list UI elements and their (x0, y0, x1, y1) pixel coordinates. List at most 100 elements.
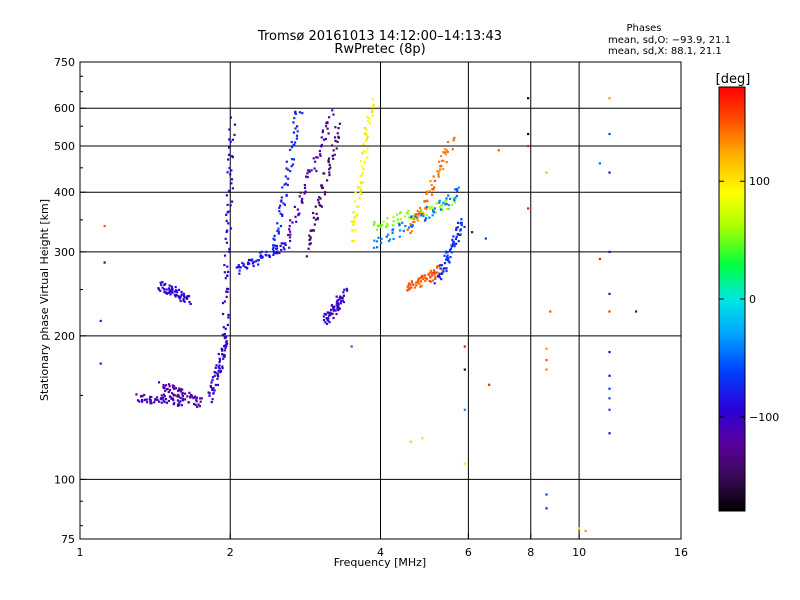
data-point (171, 397, 175, 400)
data-point (317, 201, 320, 204)
data-point (315, 156, 318, 159)
data-point (301, 197, 304, 201)
x-tick-label: 2 (227, 546, 234, 559)
data-point (366, 147, 369, 150)
data-point (169, 290, 173, 293)
data-point (292, 143, 295, 146)
data-point (377, 236, 380, 239)
data-point (327, 316, 330, 320)
data-point (322, 315, 325, 318)
data-point (335, 312, 338, 316)
data-point (362, 168, 365, 171)
data-point (194, 403, 197, 407)
data-point (309, 238, 312, 241)
data-point (229, 204, 232, 207)
data-point (608, 132, 611, 136)
data-point (454, 196, 457, 199)
data-point (311, 229, 314, 232)
data-point (308, 234, 311, 237)
data-point (247, 258, 251, 262)
data-point (174, 285, 177, 289)
data-point (258, 251, 262, 254)
data-point (293, 141, 297, 144)
data-point (179, 400, 182, 403)
data-point (456, 232, 459, 236)
data-point (309, 242, 312, 245)
data-point (316, 156, 319, 159)
data-point (410, 225, 414, 228)
data-point (445, 267, 448, 270)
data-point (440, 268, 444, 271)
data-point (284, 243, 287, 247)
data-point (318, 203, 321, 206)
data-point (328, 163, 331, 166)
data-point (446, 140, 450, 144)
data-point (153, 401, 156, 404)
data-point (416, 216, 419, 219)
data-point (421, 277, 424, 280)
data-point (317, 198, 320, 201)
data-point (227, 153, 231, 156)
data-point (177, 393, 180, 396)
data-point (179, 295, 182, 298)
data-point (433, 207, 437, 210)
data-point (154, 397, 157, 401)
data-point (193, 395, 197, 398)
data-point (291, 221, 294, 224)
data-point (440, 264, 443, 267)
data-point (179, 390, 183, 393)
data-point (217, 369, 220, 373)
data-point (329, 311, 332, 314)
data-point (361, 152, 364, 155)
data-point (180, 290, 183, 294)
data-point (392, 215, 395, 219)
data-point (272, 244, 275, 247)
data-point (430, 183, 433, 187)
data-point (275, 252, 279, 255)
data-point (350, 345, 353, 348)
data-point (442, 201, 445, 204)
data-point (456, 226, 459, 229)
data-point (226, 229, 229, 232)
data-point (225, 241, 228, 244)
chart-title: Tromsø 20161013 14:12:00–14:13:43 (257, 29, 502, 44)
data-point (445, 149, 448, 152)
data-point (449, 255, 452, 259)
data-point (608, 310, 611, 313)
data-point (226, 171, 229, 174)
data-point (223, 332, 226, 336)
data-point (391, 229, 394, 232)
data-point (288, 230, 292, 233)
data-point (252, 260, 255, 264)
data-point (164, 398, 168, 401)
data-point (545, 507, 548, 510)
data-point (608, 171, 611, 174)
data-point (406, 285, 409, 289)
data-point (313, 167, 316, 170)
data-point (160, 283, 163, 286)
data-point (392, 220, 395, 223)
data-point (159, 289, 162, 292)
data-point (308, 169, 311, 172)
data-point (379, 224, 382, 227)
data-point (455, 194, 458, 198)
data-point (545, 493, 548, 496)
data-point (410, 280, 413, 283)
data-point (196, 405, 199, 408)
data-point (238, 265, 241, 269)
data-point (598, 257, 601, 261)
data-point (422, 213, 425, 216)
data-point (455, 228, 458, 231)
data-point (343, 288, 346, 291)
data-point (316, 216, 319, 220)
data-point (226, 323, 229, 327)
data-point (354, 228, 357, 232)
data-point (159, 281, 162, 284)
data-point (358, 197, 361, 200)
data-point (156, 398, 159, 402)
data-point (449, 247, 453, 250)
data-point (424, 279, 427, 282)
data-point (298, 195, 301, 198)
data-point (173, 290, 177, 293)
data-point (412, 214, 415, 217)
